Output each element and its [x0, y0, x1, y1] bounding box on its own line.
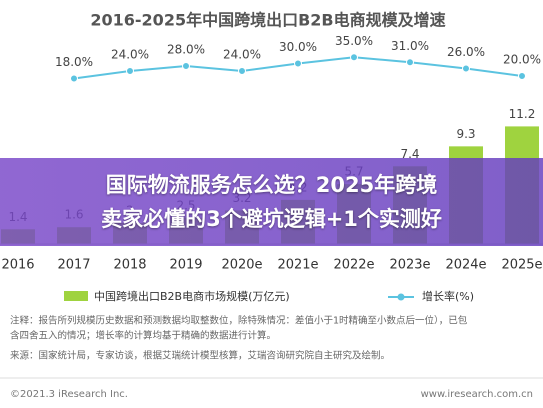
- x-tick-label: 2020e: [221, 258, 262, 273]
- copyright: ©2021.3 iResearch Inc.: [10, 389, 128, 400]
- banner-line: 国际物流服务怎么选？2025年跨境: [105, 173, 438, 197]
- growth-point: [462, 64, 470, 73]
- growth-value-label: 31.0%: [391, 39, 429, 53]
- x-tick-label: 2017: [57, 258, 90, 273]
- source: 来源：国家统计局，专家访谈，根据艾瑞统计模型核算，艾瑞咨询研究院自主研究及绘制。: [10, 350, 390, 362]
- bar-value-label: 11.2: [509, 107, 536, 121]
- website: www.iresearch.com.cn: [421, 389, 533, 400]
- x-tick-label: 2019: [169, 258, 202, 273]
- x-tick-label: 2016: [1, 258, 34, 273]
- growth-value-label: 24.0%: [223, 48, 261, 62]
- legend-swatch: [397, 293, 405, 301]
- bar-value-label: 9.3: [456, 127, 475, 141]
- legend-label: 增长率(%): [422, 289, 474, 303]
- growth-value-label: 26.0%: [447, 45, 485, 59]
- x-tick-label: 2021e: [277, 258, 318, 273]
- x-tick-label: 2022e: [333, 258, 374, 273]
- x-tick-label: 2024e: [445, 258, 486, 273]
- note: 注释：报告所列规模历史数据和预测数据均取整数位，除特殊情况：差值小于1时精确至小…: [10, 315, 468, 327]
- growth-point: [182, 62, 190, 70]
- growth-value-label: 20.0%: [503, 53, 541, 67]
- growth-value-label: 28.0%: [167, 43, 205, 57]
- banner-line: 卖家必懂的3个避坑逻辑+1个实测好: [101, 207, 442, 231]
- growth-point: [70, 74, 78, 83]
- growth-point: [238, 67, 246, 75]
- x-tick-label: 2023e: [389, 258, 430, 273]
- legend-swatch: [64, 291, 88, 301]
- x-tick-label: 2018: [113, 258, 146, 273]
- growth-point: [518, 72, 526, 80]
- growth-value-label: 30.0%: [279, 40, 317, 54]
- overlay-banner: 国际物流服务怎么选？2025年跨境 卖家必懂的3个避坑逻辑+1个实测好: [0, 158, 543, 246]
- growth-value-label: 18.0%: [55, 55, 93, 69]
- x-tick-label: 2025e: [501, 258, 542, 273]
- growth-value-label: 35.0%: [335, 34, 373, 48]
- bar-value-label: 7.4: [400, 147, 419, 161]
- chart-title: 2016-2025年中国跨境出口B2B电商规模及增速: [90, 11, 445, 30]
- growth-point: [406, 58, 414, 67]
- legend-label: 中国跨境出口B2B电商市场规模(万亿元): [94, 289, 290, 303]
- growth-value-label: 24.0%: [111, 48, 149, 62]
- growth-point: [294, 59, 302, 68]
- growth-point: [126, 67, 134, 75]
- note: 含四舍五入的情况；增长率的计算均基于精确的数据进行计算。: [10, 330, 276, 342]
- growth-point: [350, 53, 358, 62]
